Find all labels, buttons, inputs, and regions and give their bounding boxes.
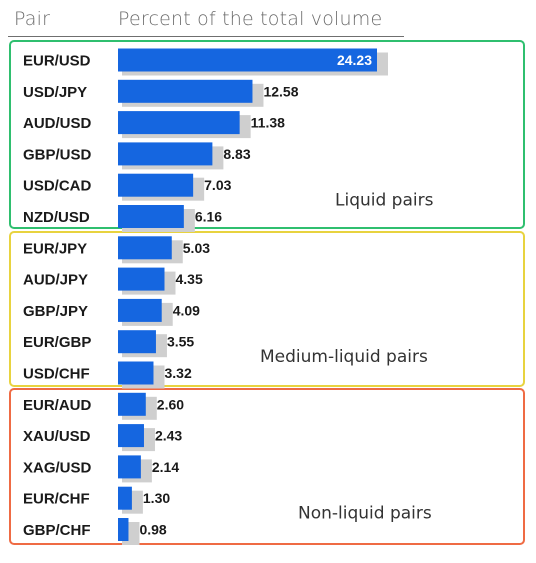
value-label: 24.23 <box>337 52 372 68</box>
bar <box>118 518 129 541</box>
pair-label: USD/CAD <box>23 178 92 195</box>
group-label-0: Liquid pairs <box>335 190 434 210</box>
bar <box>118 424 144 448</box>
value-label: 1.30 <box>143 490 170 506</box>
bar <box>118 361 154 385</box>
pair-label: EUR/AUD <box>23 397 92 414</box>
pair-label: NZD/USD <box>23 209 90 226</box>
pair-label: XAU/USD <box>23 428 91 445</box>
bar <box>118 392 146 416</box>
pair-label: EUR/USD <box>23 53 91 70</box>
value-label: 7.03 <box>204 177 231 193</box>
value-label: 3.32 <box>164 365 191 381</box>
bar <box>118 455 141 479</box>
value-label: 2.43 <box>155 428 182 444</box>
bar <box>118 298 162 322</box>
value-label: 0.98 <box>139 522 166 538</box>
group-box-1 <box>9 231 525 387</box>
pair-label: EUR/JPY <box>23 240 87 257</box>
value-label: 4.09 <box>173 302 200 318</box>
value-label: 11.38 <box>251 115 285 131</box>
group-box-0 <box>9 40 525 229</box>
pair-label: GBP/CHF <box>23 522 91 539</box>
bar <box>118 79 253 103</box>
value-label: 5.03 <box>183 240 210 256</box>
bar <box>118 330 156 354</box>
pair-label: EUR/CHF <box>23 491 90 508</box>
bar <box>118 236 172 260</box>
pair-column-header: Pair <box>14 8 51 30</box>
volume-column-header: Percent of the total volume <box>118 8 383 30</box>
bar <box>118 205 184 228</box>
group-label-2: Non-liquid pairs <box>298 503 432 523</box>
value-label: 6.16 <box>195 209 222 225</box>
bar <box>118 142 213 166</box>
bar <box>118 173 194 197</box>
bar <box>118 111 240 135</box>
pair-label: AUD/JPY <box>23 272 88 289</box>
pair-label: GBP/USD <box>23 146 92 163</box>
pair-label: AUD/USD <box>23 115 92 132</box>
value-label: 8.83 <box>223 146 250 162</box>
value-label: 12.58 <box>263 83 298 99</box>
value-label: 2.60 <box>157 396 184 412</box>
bar <box>118 267 165 291</box>
pair-label: EUR/GBP <box>23 334 91 351</box>
header-divider <box>8 36 404 37</box>
bar <box>118 48 377 72</box>
pair-label: USD/CHF <box>23 366 90 383</box>
value-label: 4.35 <box>175 271 202 287</box>
pair-label: GBP/JPY <box>23 303 88 320</box>
value-label: 2.14 <box>152 459 179 475</box>
group-label-1: Medium-liquid pairs <box>260 347 428 367</box>
pair-label: USD/JPY <box>23 84 87 101</box>
pair-label: XAG/USD <box>23 459 92 476</box>
group-box-2 <box>9 388 525 545</box>
bar <box>118 486 132 510</box>
value-label: 3.55 <box>167 334 194 350</box>
